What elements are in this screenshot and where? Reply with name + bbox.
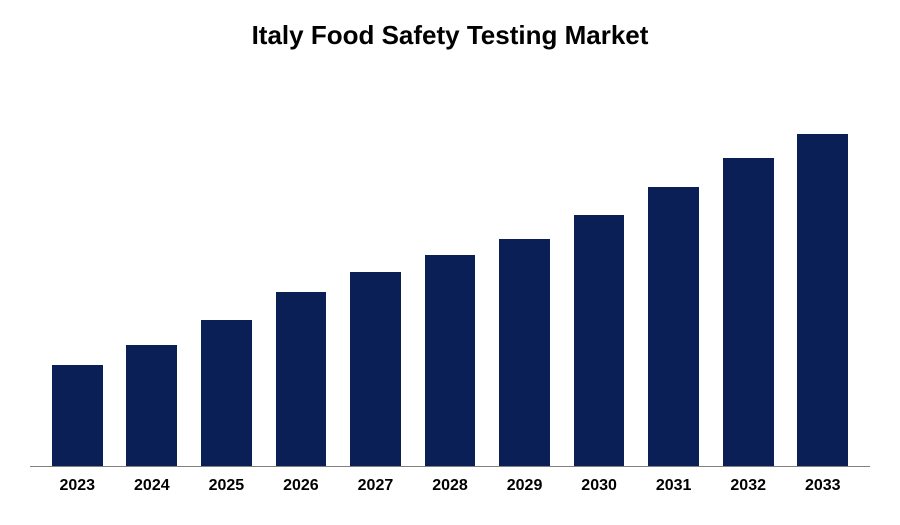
bar-wrap	[264, 61, 339, 466]
bar	[648, 187, 699, 466]
bar	[276, 292, 327, 466]
x-axis-label: 2029	[487, 477, 562, 495]
bar-wrap	[636, 61, 711, 466]
bar	[201, 320, 252, 466]
x-axis: 2023202420252026202720282029203020312032…	[30, 467, 870, 495]
bar	[797, 134, 848, 466]
plot-area	[30, 61, 870, 467]
x-axis-label: 2026	[264, 477, 339, 495]
bar-wrap	[487, 61, 562, 466]
bar-wrap	[189, 61, 264, 466]
x-axis-label: 2033	[785, 477, 860, 495]
bar	[52, 365, 103, 466]
bar	[350, 272, 401, 466]
x-axis-label: 2030	[562, 477, 637, 495]
x-axis-label: 2025	[189, 477, 264, 495]
bar-wrap	[338, 61, 413, 466]
bar	[425, 255, 476, 466]
x-axis-label: 2032	[711, 477, 786, 495]
bar-wrap	[785, 61, 860, 466]
bar-wrap	[40, 61, 115, 466]
x-axis-label: 2023	[40, 477, 115, 495]
x-axis-label: 2028	[413, 477, 488, 495]
bar-wrap	[413, 61, 488, 466]
bar-wrap	[562, 61, 637, 466]
bar	[499, 239, 550, 466]
bar	[126, 345, 177, 467]
x-axis-label: 2027	[338, 477, 413, 495]
x-axis-label: 2024	[115, 477, 190, 495]
bar-wrap	[711, 61, 786, 466]
chart-title: Italy Food Safety Testing Market	[30, 20, 870, 51]
bar-wrap	[115, 61, 190, 466]
chart-container: Italy Food Safety Testing Market 2023202…	[0, 0, 900, 525]
bar	[723, 158, 774, 466]
x-axis-label: 2031	[636, 477, 711, 495]
bar	[574, 215, 625, 466]
